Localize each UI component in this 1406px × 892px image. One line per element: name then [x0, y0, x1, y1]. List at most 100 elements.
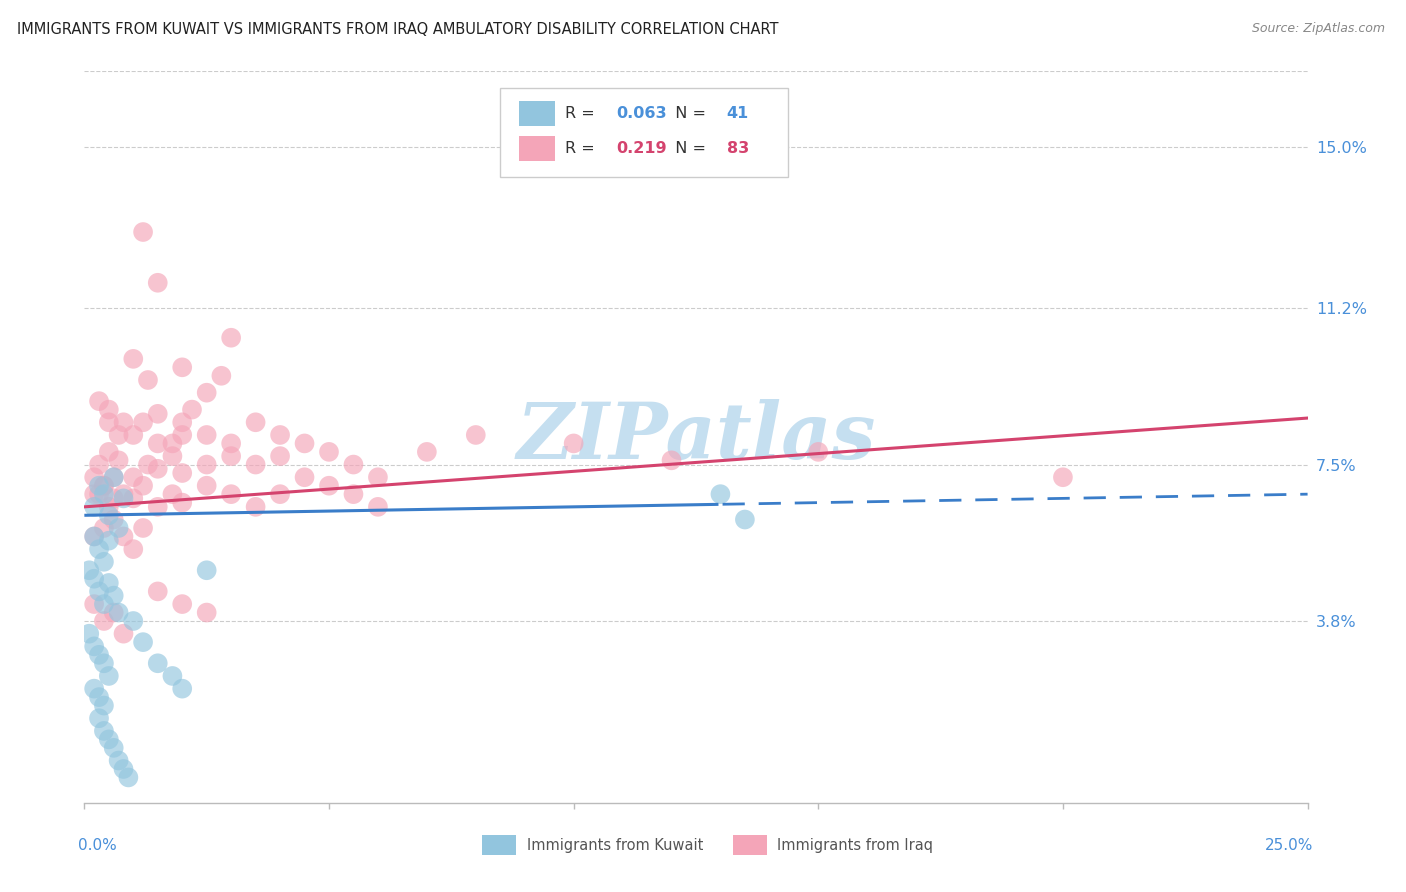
Point — [132, 225, 155, 239]
Point — [245, 500, 267, 514]
Text: 0.0%: 0.0% — [79, 838, 117, 853]
Point — [146, 584, 169, 599]
FancyBboxPatch shape — [501, 88, 787, 178]
Point — [162, 669, 184, 683]
Text: ZIPatlas: ZIPatlas — [516, 399, 876, 475]
Text: 41: 41 — [727, 106, 749, 121]
Point — [245, 415, 267, 429]
Point — [136, 373, 159, 387]
Point — [103, 470, 125, 484]
Point — [219, 331, 242, 345]
Point — [93, 555, 115, 569]
Point — [93, 698, 115, 713]
Point — [112, 487, 135, 501]
Point — [219, 449, 242, 463]
Point — [367, 500, 389, 514]
Point — [97, 732, 120, 747]
Point — [219, 436, 242, 450]
Point — [77, 626, 100, 640]
Point — [93, 487, 115, 501]
Point — [172, 415, 194, 429]
Point — [294, 470, 316, 484]
Point — [97, 445, 120, 459]
Point — [103, 512, 125, 526]
Point — [93, 723, 115, 738]
Point — [103, 740, 125, 755]
Point — [93, 479, 115, 493]
Point — [122, 428, 145, 442]
Text: 0.063: 0.063 — [616, 106, 666, 121]
Point — [97, 533, 120, 548]
Point — [103, 470, 125, 484]
Point — [209, 368, 232, 383]
Point — [562, 436, 585, 450]
Point — [172, 428, 194, 442]
Point — [97, 508, 120, 523]
Point — [146, 657, 169, 671]
Point — [294, 436, 316, 450]
Point — [709, 487, 731, 501]
Point — [195, 606, 218, 620]
Point — [172, 466, 194, 480]
Point — [172, 681, 194, 696]
Point — [97, 500, 120, 514]
Point — [172, 597, 194, 611]
Point — [146, 462, 169, 476]
Point — [269, 449, 291, 463]
Point — [87, 648, 110, 662]
Point — [97, 402, 120, 417]
Point — [122, 614, 145, 628]
Point — [162, 487, 184, 501]
Bar — [482, 835, 516, 855]
Point — [464, 428, 486, 442]
Point — [112, 529, 135, 543]
Bar — [519, 136, 555, 161]
Point — [195, 479, 218, 493]
Point — [734, 512, 756, 526]
Point — [93, 614, 115, 628]
Point — [83, 529, 105, 543]
Text: 0.219: 0.219 — [616, 141, 666, 156]
Point — [181, 402, 204, 417]
Point — [269, 487, 291, 501]
Point — [136, 458, 159, 472]
Point — [107, 521, 129, 535]
Point — [146, 436, 169, 450]
Point — [112, 626, 135, 640]
Point — [93, 521, 115, 535]
Point — [318, 445, 340, 459]
Point — [107, 428, 129, 442]
Point — [83, 597, 105, 611]
Point — [83, 529, 105, 543]
Point — [97, 415, 120, 429]
Text: Immigrants from Kuwait: Immigrants from Kuwait — [527, 838, 703, 853]
Point — [195, 563, 218, 577]
Text: N =: N = — [665, 106, 711, 121]
Point — [122, 491, 145, 506]
Point — [146, 276, 169, 290]
Point — [162, 449, 184, 463]
Point — [83, 572, 105, 586]
Point — [172, 360, 194, 375]
Point — [107, 453, 129, 467]
Point — [195, 458, 218, 472]
Point — [93, 597, 115, 611]
Bar — [519, 102, 555, 126]
Point — [87, 711, 110, 725]
Point — [342, 487, 364, 501]
Point — [103, 491, 125, 506]
Point — [122, 351, 145, 366]
Point — [107, 754, 129, 768]
Point — [103, 589, 125, 603]
Point — [77, 563, 100, 577]
Point — [83, 681, 105, 696]
Text: Source: ZipAtlas.com: Source: ZipAtlas.com — [1251, 22, 1385, 36]
Point — [172, 495, 194, 509]
Text: R =: R = — [565, 106, 600, 121]
Point — [132, 479, 155, 493]
Point — [93, 479, 115, 493]
Bar — [733, 835, 766, 855]
Point — [807, 445, 830, 459]
Point — [83, 470, 105, 484]
Point — [245, 458, 267, 472]
